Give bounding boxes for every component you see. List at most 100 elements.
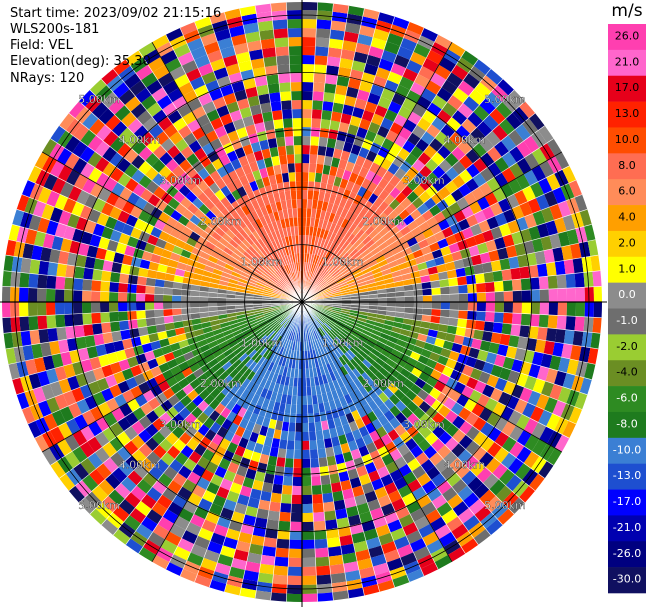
range-gate	[505, 345, 518, 360]
range-gate	[41, 383, 55, 401]
range-gate	[109, 167, 125, 183]
range-gate	[91, 484, 109, 503]
range-gate	[263, 379, 272, 390]
range-gate	[220, 344, 231, 354]
range-gate	[16, 360, 29, 378]
range-gate	[329, 232, 337, 243]
range-gate	[484, 311, 495, 323]
range-gate	[310, 476, 322, 486]
range-gate	[344, 242, 353, 253]
range-gate	[258, 277, 268, 284]
range-gate	[256, 332, 266, 341]
range-gate	[302, 73, 315, 83]
range-gate	[391, 574, 410, 588]
range-gate	[156, 41, 175, 57]
range-gate	[49, 425, 65, 444]
range-gate	[229, 368, 240, 379]
range-gate	[317, 328, 324, 337]
range-gate	[562, 372, 576, 390]
range-gate	[114, 482, 131, 499]
range-gate	[81, 301, 92, 314]
range-gate	[352, 238, 363, 249]
range-gate	[271, 230, 279, 241]
range-gate	[363, 343, 374, 353]
range-gate	[330, 20, 347, 32]
range-gate	[333, 93, 347, 105]
ring-label: 4.00km	[444, 458, 486, 471]
range-gate	[63, 197, 77, 214]
ray-separator	[301, 301, 365, 596]
range-gate	[401, 347, 413, 358]
range-gate	[413, 302, 423, 309]
range-gate	[372, 271, 383, 279]
range-gate	[327, 129, 339, 140]
range-gate	[378, 200, 390, 213]
range-gate	[208, 193, 221, 206]
range-gate	[353, 494, 368, 506]
ray-separator	[301, 301, 515, 515]
range-gate	[549, 203, 563, 221]
range-gate	[340, 330, 349, 339]
range-gate	[561, 343, 573, 360]
range-gate	[301, 548, 316, 559]
range-gate	[138, 546, 156, 562]
range-gate	[412, 313, 423, 322]
range-gate	[349, 286, 359, 292]
range-gate	[285, 394, 293, 405]
range-gate	[389, 405, 402, 418]
range-gate	[37, 370, 50, 387]
range-gate	[182, 111, 197, 126]
range-gate	[145, 277, 156, 287]
range-gate	[154, 293, 164, 302]
range-gate	[483, 114, 500, 132]
range-gate	[476, 242, 489, 255]
range-gate	[546, 430, 563, 449]
range-gate	[314, 339, 320, 349]
range-gate	[125, 376, 139, 390]
range-gate	[280, 200, 288, 211]
range-gate	[19, 271, 30, 288]
range-gate	[187, 492, 203, 507]
range-gate	[391, 246, 402, 256]
range-gate	[315, 565, 331, 576]
range-gate	[109, 421, 125, 437]
ray-separator	[59, 301, 303, 479]
range-gate	[431, 287, 441, 296]
range-gate	[569, 344, 582, 362]
range-gate	[45, 367, 59, 384]
range-gate	[291, 199, 298, 209]
range-gate	[497, 391, 512, 407]
range-gate	[403, 29, 422, 44]
range-gate	[340, 286, 350, 292]
range-gate	[100, 280, 111, 292]
range-gate	[447, 94, 464, 111]
range-gate	[399, 552, 418, 567]
range-gate	[256, 396, 266, 407]
range-gate	[277, 281, 286, 289]
range-gate	[239, 5, 257, 17]
range-gate	[343, 31, 360, 43]
range-gate	[410, 81, 426, 97]
ray-separator	[301, 125, 545, 303]
range-gate	[389, 186, 402, 199]
range-gate	[368, 302, 379, 307]
range-gate	[251, 479, 264, 491]
range-gate	[302, 27, 317, 38]
range-gate	[313, 181, 322, 192]
range-gate	[288, 217, 295, 227]
range-gate	[373, 196, 385, 209]
range-gate	[197, 527, 214, 541]
range-gate	[200, 362, 212, 374]
range-gate	[327, 331, 335, 341]
range-gate	[301, 422, 309, 433]
ray-separator	[2, 301, 303, 318]
range-gate	[273, 260, 281, 270]
range-gate	[269, 276, 278, 284]
range-gate	[323, 295, 333, 299]
range-gate	[379, 263, 390, 272]
range-gate	[311, 321, 318, 330]
range-gate	[227, 214, 238, 226]
range-gate	[152, 523, 170, 540]
range-gate	[250, 373, 260, 384]
range-gate	[179, 21, 198, 36]
